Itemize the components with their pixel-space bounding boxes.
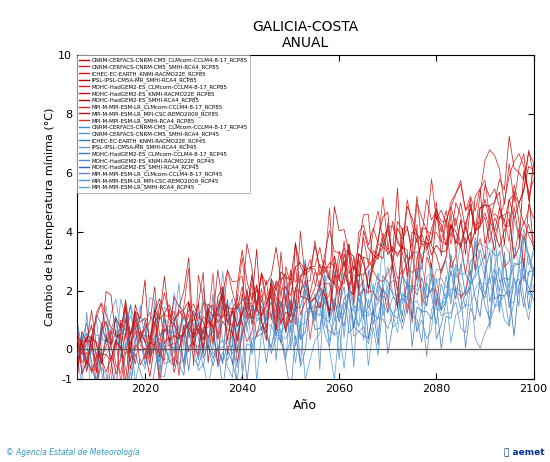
- X-axis label: Año: Año: [293, 399, 317, 412]
- Text: © Agencia Estatal de Meteorología: © Agencia Estatal de Meteorología: [6, 449, 139, 457]
- Text: Ⓟ aemet: Ⓟ aemet: [504, 449, 544, 457]
- Legend: CNRM-CERFACS-CNRM-CM5_CLMcom-CCLM4-8-17_RCP85, CNRM-CERFACS-CNRM-CM5_SMHI-RCA4_R: CNRM-CERFACS-CNRM-CM5_CLMcom-CCLM4-8-17_…: [77, 55, 250, 193]
- Title: GALICIA-COSTA
ANUAL: GALICIA-COSTA ANUAL: [252, 20, 358, 50]
- Y-axis label: Cambio de la temperatura mínima (°C): Cambio de la temperatura mínima (°C): [45, 108, 56, 326]
